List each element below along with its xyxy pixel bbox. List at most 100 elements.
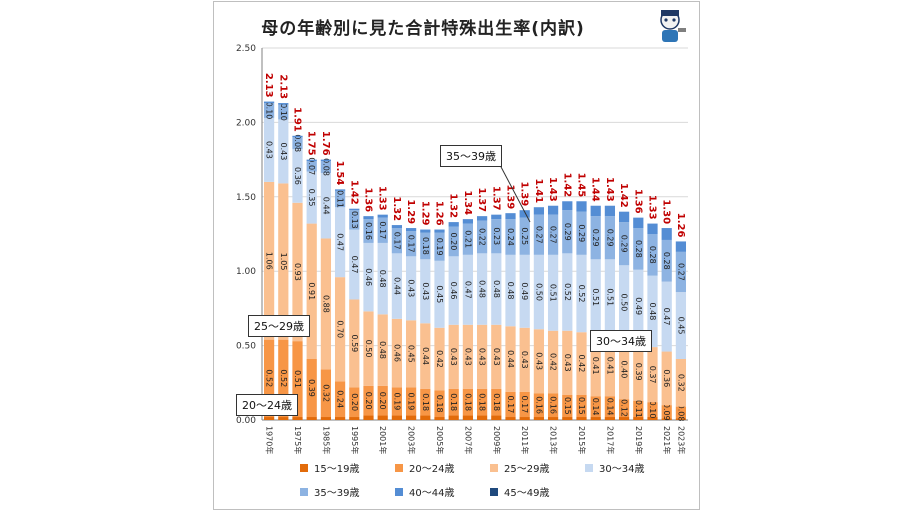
- bar-segment: [647, 347, 658, 403]
- data-label: 0.08: [321, 158, 330, 176]
- bar-segment: [377, 415, 388, 420]
- data-label: 0.50: [620, 294, 629, 312]
- data-label: 0.48: [492, 280, 501, 298]
- bar-segment: [263, 103, 275, 118]
- data-label: 0.18: [421, 237, 430, 255]
- data-label: 0.28: [648, 246, 657, 264]
- bar-segment: [562, 394, 573, 418]
- bar-segment: [519, 210, 530, 218]
- bar-segment: [434, 260, 445, 328]
- bar-segment: [576, 254, 587, 333]
- bar-segment: [349, 387, 360, 418]
- bar-segment: [405, 415, 417, 420]
- data-label: 0.18: [435, 395, 444, 413]
- bar-segment: [278, 104, 289, 120]
- bar-segment: [476, 220, 488, 254]
- bar-segment: [377, 214, 388, 218]
- bar-segment: [633, 228, 644, 270]
- bar-segment: [547, 214, 559, 255]
- data-label: 0.28: [634, 240, 643, 258]
- y-tick-label: 2.00: [236, 118, 256, 128]
- bar-segment: [519, 391, 530, 418]
- y-tick-label: 0.50: [236, 342, 256, 352]
- data-label: 0.18: [478, 393, 487, 411]
- bar-segment: [647, 275, 658, 348]
- bar-segment: [391, 318, 403, 388]
- bar-segment: [420, 259, 431, 324]
- data-label: 0.45: [676, 317, 685, 335]
- bar-segment: [547, 254, 559, 331]
- total-label: 1.39: [519, 182, 530, 207]
- data-label: 0.43: [520, 351, 529, 369]
- data-label: 1.06: [265, 252, 274, 270]
- bar-segment: [661, 351, 672, 406]
- bar-segment: [533, 329, 545, 394]
- bar-segment: [306, 417, 317, 420]
- bar-segment: [491, 388, 502, 416]
- legend-label: 25～29歳: [504, 464, 550, 475]
- total-label: 1.32: [448, 193, 459, 218]
- bar-segment: [334, 277, 346, 382]
- chart-plot: 0.00 0.50 1.00 1.50 2.00 2.50 0.52 1.06 0.43 0.10…: [236, 44, 688, 454]
- data-label: 0.50: [534, 283, 543, 301]
- data-label: 0.88: [321, 295, 330, 313]
- bar-segment: [476, 388, 488, 416]
- bar-segment: [462, 415, 474, 420]
- bar-segment: [448, 256, 459, 325]
- data-label: 0.40: [620, 361, 629, 379]
- bar-segment: [590, 205, 601, 217]
- data-label: 0.36: [662, 369, 671, 387]
- legend-label: 30～34歳: [599, 464, 645, 475]
- data-label: 0.18: [421, 393, 430, 411]
- data-label: 0.08: [293, 134, 302, 152]
- bar-segment: [405, 387, 417, 416]
- data-label: 0.08: [676, 404, 685, 422]
- bar-segment: [576, 201, 587, 212]
- bar-segment: [533, 254, 545, 330]
- chart-legend: 15～19歳 20～24歳 25～29歳 30～34歳 35～39歳 40～44歳 45～…: [300, 460, 680, 508]
- total-label: 1.29: [405, 199, 416, 224]
- x-tick-label: 2001年: [378, 426, 388, 454]
- bar-segment: [519, 327, 530, 392]
- bar-segment: [263, 339, 275, 418]
- bar-segment: [349, 210, 360, 230]
- bar-segment: [547, 205, 559, 215]
- bar-segment: [675, 292, 687, 359]
- legend-swatch: [490, 463, 498, 472]
- bar-segment: [420, 229, 431, 233]
- data-label: 0.46: [392, 344, 401, 362]
- data-label: 0.51: [293, 370, 302, 388]
- bar-segment: [405, 320, 417, 388]
- legend-swatch: [300, 487, 308, 496]
- total-label: 1.76: [320, 131, 331, 156]
- callout-20-24: 20～24歳: [236, 394, 298, 416]
- data-label: 0.41: [605, 357, 614, 375]
- bar-segment: [448, 415, 459, 420]
- total-label: 1.32: [391, 196, 402, 221]
- data-label: 0.23: [492, 227, 501, 245]
- legend-swatch: [395, 487, 403, 496]
- data-label: 0.29: [563, 223, 572, 241]
- chart-title: 母の年齢別に見た合計特殊出生率(内訳): [261, 19, 585, 39]
- bar-segment: [547, 417, 559, 420]
- data-label: 0.24: [506, 228, 515, 246]
- data-label: 0.16: [364, 222, 373, 240]
- bar-segment: [647, 417, 658, 420]
- x-tick-label: 1995年: [350, 426, 360, 454]
- bar-segment: [576, 417, 587, 420]
- x-tick-label: 1985年: [321, 426, 331, 454]
- bar-segment: [675, 406, 687, 419]
- data-label: 0.15: [563, 397, 572, 415]
- x-tick-label: 2017年: [605, 426, 615, 454]
- total-label: 1.34: [462, 190, 473, 215]
- data-label: 0.52: [265, 369, 274, 387]
- data-label: 0.47: [336, 233, 345, 251]
- total-label: 1.75: [306, 131, 317, 156]
- total-label: 1.42: [348, 180, 359, 205]
- y-tick-label: 1.50: [236, 193, 256, 203]
- data-label: 0.20: [350, 393, 359, 411]
- data-label: 0.52: [577, 285, 586, 303]
- bar-segment: [334, 417, 346, 420]
- y-tick-label: 1.00: [236, 267, 256, 277]
- x-tick-label: 2015年: [577, 426, 587, 454]
